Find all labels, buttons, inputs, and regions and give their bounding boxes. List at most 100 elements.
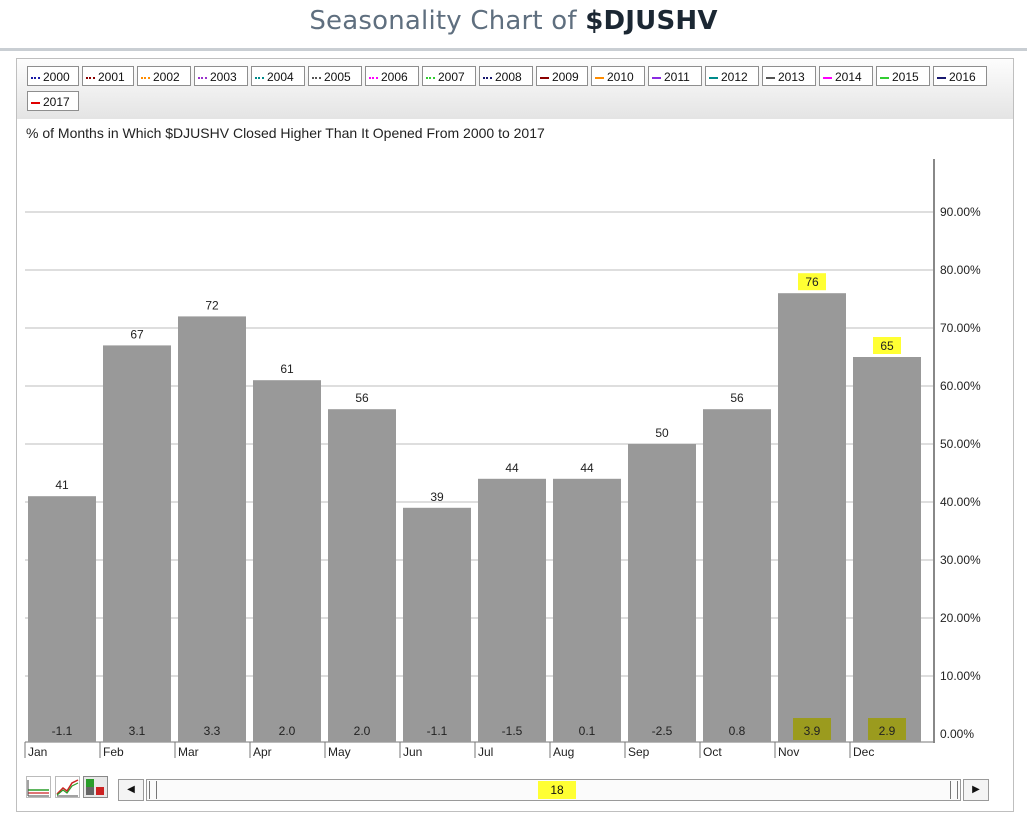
bar-change-label: -1.5 bbox=[502, 724, 523, 738]
bar-value-label: 72 bbox=[205, 298, 219, 312]
bar-value-label: 44 bbox=[505, 461, 519, 475]
legend-item-2010[interactable]: 2010 bbox=[591, 66, 645, 86]
bar-change-label: -1.1 bbox=[427, 724, 448, 738]
bar-value-label: 44 bbox=[580, 461, 594, 475]
bar-value-label: 76 bbox=[805, 275, 819, 289]
change-label-highlight bbox=[868, 718, 906, 740]
legend-label: 2013 bbox=[778, 70, 805, 84]
legend-label: 2017 bbox=[43, 95, 70, 109]
y-tick-label: 30.00% bbox=[940, 553, 981, 567]
legend-label: 2016 bbox=[949, 70, 976, 84]
legend-item-2012[interactable]: 2012 bbox=[705, 66, 759, 86]
scroll-handle-right[interactable] bbox=[950, 781, 958, 799]
legend-item-2013[interactable]: 2013 bbox=[762, 66, 816, 86]
legend-item-2009[interactable]: 2009 bbox=[536, 66, 588, 86]
legend-label: 2011 bbox=[664, 70, 690, 84]
legend-item-2003[interactable]: 2003 bbox=[194, 66, 248, 86]
scroll-period-value: 18 bbox=[538, 781, 576, 799]
bar-chart-icon[interactable] bbox=[83, 776, 108, 798]
x-tick-label: Apr bbox=[253, 745, 272, 759]
legend-item-2006[interactable]: 2006 bbox=[365, 66, 419, 86]
bar-value-label: 56 bbox=[355, 391, 369, 405]
bar-value-label: 56 bbox=[730, 391, 744, 405]
bar-oct bbox=[703, 409, 771, 742]
y-tick-label: 0.00% bbox=[940, 727, 974, 741]
legend-swatch-icon bbox=[426, 76, 435, 79]
bar-nov bbox=[778, 293, 846, 742]
legend-item-2016[interactable]: 2016 bbox=[933, 66, 987, 86]
seasonality-bar-chart: 0.00% 10.00% 20.00% 30.00% 40.00% 50.00% 60.00… bbox=[24, 159, 981, 759]
y-tick-label: 60.00% bbox=[940, 379, 981, 393]
legend-item-2002[interactable]: 2002 bbox=[137, 66, 191, 86]
bar-change-label: 3.3 bbox=[204, 724, 221, 738]
legend-label: 2008 bbox=[495, 70, 522, 84]
bar-jul bbox=[478, 478, 546, 742]
legend-label: 2012 bbox=[721, 70, 748, 84]
legend-label: 2001 bbox=[98, 70, 125, 84]
legend-item-2005[interactable]: 2005 bbox=[308, 66, 362, 86]
x-tick-label: Jan bbox=[28, 745, 47, 759]
legend-item-2004[interactable]: 2004 bbox=[251, 66, 305, 86]
legend-label: 2005 bbox=[324, 70, 351, 84]
legend-swatch-icon bbox=[766, 76, 775, 79]
legend-label: 2004 bbox=[267, 70, 294, 84]
y-tick-label: 40.00% bbox=[940, 495, 981, 509]
period-scrollbar[interactable]: 18 bbox=[146, 779, 961, 801]
legend-label: 2010 bbox=[607, 70, 634, 84]
y-tick-label: 70.00% bbox=[940, 321, 981, 335]
legend-swatch-icon bbox=[31, 76, 40, 79]
bar-apr bbox=[253, 380, 321, 742]
legend-label: 2009 bbox=[552, 70, 579, 84]
legend-item-2015[interactable]: 2015 bbox=[876, 66, 930, 86]
bar-change-label: 2.0 bbox=[354, 724, 371, 738]
bar-feb bbox=[103, 345, 171, 742]
x-tick-label: Nov bbox=[778, 745, 799, 759]
legend-label: 2015 bbox=[892, 70, 919, 84]
y-tick-label: 50.00% bbox=[940, 437, 981, 451]
legend-label: 2006 bbox=[381, 70, 408, 84]
bar-change-label: 2.0 bbox=[279, 724, 296, 738]
trend-chart-icon[interactable] bbox=[55, 776, 80, 798]
value-label-highlight bbox=[873, 337, 901, 354]
x-tick-label: Feb bbox=[103, 745, 124, 759]
x-tick-label: Jun bbox=[403, 745, 422, 759]
bar-change-label: 2.9 bbox=[879, 724, 896, 738]
legend-swatch-icon bbox=[595, 76, 604, 79]
line-chart-icon[interactable] bbox=[26, 776, 51, 798]
bar-mar bbox=[178, 316, 246, 742]
scroll-handle-left[interactable] bbox=[149, 781, 157, 799]
legend-item-2007[interactable]: 2007 bbox=[422, 66, 476, 86]
page-title: Seasonality Chart of $DJUSHV bbox=[309, 6, 717, 36]
scroll-right-button[interactable]: ▶ bbox=[963, 779, 989, 801]
legend-item-2017[interactable]: 2017 bbox=[27, 91, 79, 111]
bar-change-label: -1.1 bbox=[52, 724, 73, 738]
y-tick-label: 80.00% bbox=[940, 263, 981, 277]
bar-value-label: 67 bbox=[130, 327, 144, 341]
page-header: Seasonality Chart of $DJUSHV bbox=[0, 0, 1027, 51]
legend-label: 2002 bbox=[153, 70, 180, 84]
title-prefix: Seasonality Chart of bbox=[309, 6, 586, 36]
bar-change-label: 0.1 bbox=[579, 724, 596, 738]
scroll-left-button[interactable]: ◀ bbox=[118, 779, 144, 801]
legend-item-2008[interactable]: 2008 bbox=[479, 66, 533, 86]
bar-value-label: 50 bbox=[655, 426, 669, 440]
bar-change-label: 3.1 bbox=[129, 724, 146, 738]
legend-swatch-icon bbox=[198, 76, 207, 79]
bar-may bbox=[328, 409, 396, 742]
chart-toolbar: ◀ 18 ▶ bbox=[17, 765, 1013, 811]
legend-item-2014[interactable]: 2014 bbox=[819, 66, 873, 86]
bar-aug bbox=[553, 478, 621, 742]
legend-item-2001[interactable]: 2001 bbox=[82, 66, 134, 86]
value-label-highlight bbox=[798, 273, 826, 291]
legend-item-2011[interactable]: 2011 bbox=[648, 66, 702, 86]
bar-sep bbox=[628, 444, 696, 742]
legend-label: 2014 bbox=[835, 70, 862, 84]
x-tick-label: May bbox=[328, 745, 351, 759]
x-tick-label: Sep bbox=[628, 745, 650, 759]
legend-item-2000[interactable]: 2000 bbox=[27, 66, 79, 86]
legend-swatch-icon bbox=[880, 76, 889, 79]
bar-change-label: 0.8 bbox=[729, 724, 746, 738]
bar-jun bbox=[403, 507, 471, 742]
legend-swatch-icon bbox=[86, 76, 95, 79]
legend-swatch-icon bbox=[31, 101, 40, 104]
